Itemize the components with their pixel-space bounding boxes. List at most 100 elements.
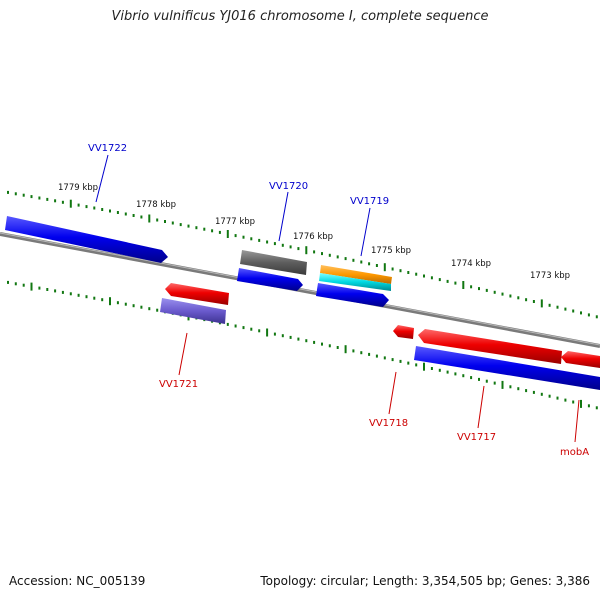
minor-tick xyxy=(556,305,559,309)
minor-tick xyxy=(93,206,96,210)
minor-tick xyxy=(407,271,410,274)
major-tick xyxy=(501,380,504,389)
gene-label-vv1720[interactable]: VV1720 xyxy=(269,181,308,192)
minor-tick xyxy=(109,209,111,213)
minor-tick xyxy=(509,294,512,298)
minor-tick xyxy=(595,315,598,319)
minor-tick xyxy=(430,276,433,280)
map-title: Vibrio vulnificus YJ016 chromosome I, co… xyxy=(111,9,489,24)
kbp-label: 1773 kbp xyxy=(530,271,570,281)
minor-tick xyxy=(132,304,135,308)
minor-tick xyxy=(485,288,488,292)
minor-tick xyxy=(595,406,598,410)
minor-tick xyxy=(61,200,64,204)
gene-label-vv1718[interactable]: VV1718 xyxy=(369,418,408,429)
feature-moba-cds[interactable] xyxy=(561,351,600,368)
major-tick xyxy=(462,281,465,289)
feature-vv1719-misc[interactable] xyxy=(319,273,391,291)
minor-tick xyxy=(360,351,363,355)
minor-tick xyxy=(54,199,57,203)
minor-tick xyxy=(14,192,17,196)
minor-tick xyxy=(454,372,457,376)
accession-text: Accession: NC_005139 xyxy=(9,574,146,588)
feature-vv1721-cds[interactable] xyxy=(165,283,229,305)
gene-label-vv1717[interactable]: VV1717 xyxy=(457,432,496,443)
minor-tick xyxy=(273,332,276,336)
gene-label-vv1722[interactable]: VV1722 xyxy=(88,143,127,154)
minor-tick xyxy=(148,307,151,311)
feature-vv1718-cds[interactable] xyxy=(393,325,414,339)
gene-label-moba[interactable]: mobA xyxy=(560,447,589,458)
minor-tick xyxy=(572,400,575,404)
minor-tick xyxy=(423,274,425,278)
minor-tick xyxy=(313,340,316,344)
gene-label-vv1721[interactable]: VV1721 xyxy=(159,379,198,390)
minor-tick xyxy=(336,255,339,259)
minor-tick xyxy=(462,374,465,378)
minor-tick xyxy=(30,195,33,199)
feature-vv1717-gene[interactable] xyxy=(414,346,600,390)
feature-vv1720-cds[interactable] xyxy=(237,268,303,291)
minor-tick xyxy=(391,267,394,271)
minor-tick xyxy=(540,392,543,396)
feature-vv1720-gene[interactable] xyxy=(240,250,307,275)
minor-tick xyxy=(77,203,80,207)
gene-label-vv1719[interactable]: VV1719 xyxy=(350,196,389,207)
kbp-label: 1774 kbp xyxy=(451,259,491,269)
feature-vv1717-cds[interactable] xyxy=(418,329,562,364)
minor-tick xyxy=(438,368,441,372)
feature-vv1719-cds[interactable] xyxy=(316,283,389,307)
minor-tick xyxy=(297,247,300,251)
major-tick xyxy=(109,297,111,306)
minor-tick xyxy=(399,359,402,363)
minor-tick xyxy=(281,243,284,247)
major-tick xyxy=(344,345,347,354)
minor-tick xyxy=(305,339,308,343)
minor-tick xyxy=(415,363,418,367)
minor-tick xyxy=(297,337,300,341)
minor-tick xyxy=(430,367,433,370)
minor-tick xyxy=(344,257,347,261)
minor-tick xyxy=(187,224,190,228)
minor-tick xyxy=(336,346,339,349)
minor-tick xyxy=(368,262,371,266)
minor-tick xyxy=(179,223,182,227)
minor-tick xyxy=(375,264,378,267)
minor-tick xyxy=(7,190,9,194)
minor-tick xyxy=(478,377,480,381)
minor-tick xyxy=(556,396,559,400)
minor-tick xyxy=(478,287,480,291)
feature-vv1721-gene[interactable] xyxy=(160,298,226,324)
feature-vv1722-cds[interactable] xyxy=(5,216,168,263)
minor-tick xyxy=(532,300,535,303)
major-tick xyxy=(540,299,543,308)
minor-tick xyxy=(375,354,378,358)
minor-tick xyxy=(313,250,316,254)
minor-tick xyxy=(383,356,386,360)
minor-tick xyxy=(22,193,25,197)
minor-tick xyxy=(289,245,292,249)
minor-tick xyxy=(22,283,25,287)
minor-tick xyxy=(258,329,261,333)
leader-line xyxy=(574,399,580,443)
minor-tick xyxy=(140,215,143,219)
major-tick xyxy=(148,214,151,223)
minor-tick xyxy=(7,280,9,284)
minor-tick xyxy=(525,389,528,393)
major-tick xyxy=(266,328,269,337)
minor-tick xyxy=(391,358,394,362)
minor-tick xyxy=(164,220,166,223)
major-tick xyxy=(69,199,72,208)
minor-tick xyxy=(328,344,331,348)
leader-line xyxy=(388,371,397,415)
minor-tick xyxy=(258,238,261,242)
leader-line xyxy=(477,385,485,429)
minor-tick xyxy=(321,342,323,346)
minor-tick xyxy=(85,295,88,299)
major-tick xyxy=(383,263,386,272)
minor-tick xyxy=(509,385,512,389)
minor-tick xyxy=(289,335,292,339)
feature-vv1719-gene[interactable] xyxy=(320,265,392,284)
minor-tick xyxy=(116,301,119,305)
